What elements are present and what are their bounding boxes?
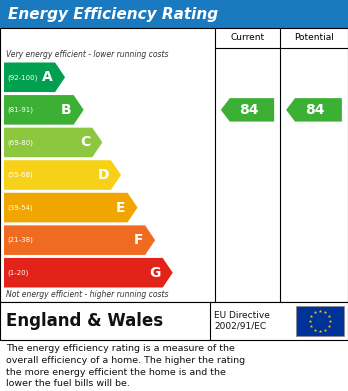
Polygon shape <box>221 98 274 122</box>
Bar <box>0 0 348 28</box>
Text: (21-38): (21-38) <box>7 237 33 243</box>
Text: Not energy efficient - higher running costs: Not energy efficient - higher running co… <box>6 290 168 299</box>
Polygon shape <box>4 63 65 92</box>
Text: G: G <box>149 266 161 280</box>
Text: E: E <box>116 201 126 215</box>
Text: 84: 84 <box>239 103 259 117</box>
Polygon shape <box>286 98 342 122</box>
Polygon shape <box>4 225 155 255</box>
Text: D: D <box>97 168 109 182</box>
Text: EU Directive
2002/91/EC: EU Directive 2002/91/EC <box>214 311 270 331</box>
Text: (69-80): (69-80) <box>7 139 33 146</box>
Text: B: B <box>61 103 72 117</box>
Polygon shape <box>4 127 102 157</box>
Text: 84: 84 <box>306 103 325 117</box>
Text: England & Wales: England & Wales <box>6 312 163 330</box>
Polygon shape <box>4 95 84 125</box>
Text: Energy Efficiency Rating: Energy Efficiency Rating <box>8 7 218 22</box>
Text: Current: Current <box>230 34 264 43</box>
Text: Very energy efficient - lower running costs: Very energy efficient - lower running co… <box>6 50 168 59</box>
Bar <box>0 302 348 340</box>
Bar <box>296 306 344 336</box>
Bar <box>0 28 348 302</box>
Text: F: F <box>134 233 143 247</box>
Polygon shape <box>4 258 173 287</box>
Text: (1-20): (1-20) <box>7 269 29 276</box>
Text: A: A <box>42 70 53 84</box>
Polygon shape <box>4 160 121 190</box>
Text: (39-54): (39-54) <box>7 204 33 211</box>
Text: (81-91): (81-91) <box>7 107 33 113</box>
Text: C: C <box>80 135 90 149</box>
Polygon shape <box>4 193 137 222</box>
Text: The energy efficiency rating is a measure of the
overall efficiency of a home. T: The energy efficiency rating is a measur… <box>6 344 245 388</box>
Text: (55-68): (55-68) <box>7 172 33 178</box>
Text: (92-100): (92-100) <box>7 74 37 81</box>
Text: Potential: Potential <box>294 34 334 43</box>
